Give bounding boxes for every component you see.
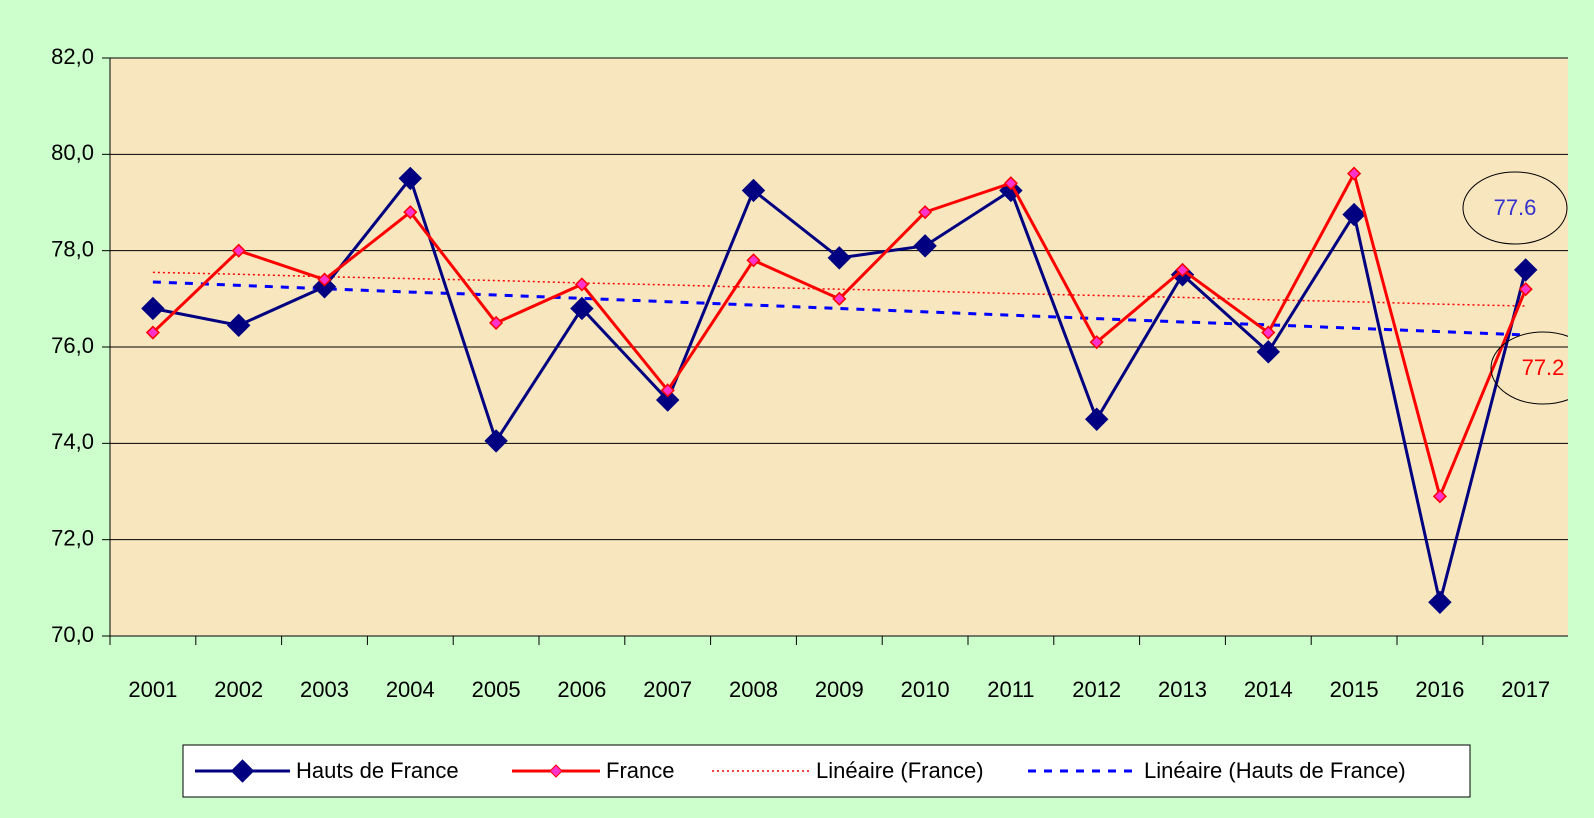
point <box>141 296 165 321</box>
x-tick-label: 2010 <box>901 677 950 702</box>
point <box>827 246 852 270</box>
legend-marker <box>230 759 255 783</box>
y-tick-label: 80,0 <box>51 140 94 165</box>
point <box>1261 325 1276 340</box>
x-tick-label: 2011 <box>987 677 1034 702</box>
x-tick-label: 2008 <box>729 677 778 702</box>
point <box>489 315 504 330</box>
point <box>317 272 332 287</box>
point <box>312 275 337 299</box>
point <box>1084 407 1109 431</box>
point <box>398 166 423 191</box>
annotation-ellipse <box>1490 331 1568 405</box>
point <box>1342 202 1366 227</box>
legend-label: Hauts de France <box>296 758 459 783</box>
legend-label: Linéaire (Hauts de France) <box>1144 758 1406 783</box>
x-tick-label: 2007 <box>643 677 692 702</box>
legend <box>182 744 1471 798</box>
legend-label: France <box>606 758 674 783</box>
legend-label: Linéaire (France) <box>816 758 984 783</box>
x-tick-label: 2012 <box>1072 677 1121 702</box>
y-tick-label: 72,0 <box>51 525 94 550</box>
x-tick-label: 2014 <box>1244 677 1293 702</box>
point <box>746 253 761 268</box>
x-tick-label: 2009 <box>815 677 864 702</box>
x-tick-label: 2004 <box>386 677 435 702</box>
x-tick-label: 2017 <box>1501 677 1550 702</box>
point <box>918 205 933 220</box>
x-tick-label: 2001 <box>128 677 177 702</box>
annotation-ellipse <box>1462 171 1568 245</box>
point <box>655 388 680 412</box>
point <box>1428 590 1452 614</box>
annotation: 77.6 <box>1494 195 1537 220</box>
y-tick-label: 76,0 <box>51 333 94 358</box>
point <box>574 277 589 292</box>
y-tick-label: 70,0 <box>51 622 94 647</box>
y-tick-label: 82,0 <box>51 44 94 69</box>
x-tick-label: 2003 <box>300 677 349 702</box>
point <box>231 243 246 258</box>
series-line <box>152 280 1526 337</box>
x-tick-label: 2015 <box>1330 677 1379 702</box>
point <box>145 325 160 340</box>
point <box>913 234 937 258</box>
x-tick-label: 2005 <box>472 677 521 702</box>
point <box>1175 262 1190 277</box>
series-line <box>152 271 1526 307</box>
chart-body: 70,0 72,0 74,0 76,0 78,0 80,0 82,0 2001 2002 2003… <box>51 44 1568 798</box>
point <box>660 383 675 398</box>
point <box>1089 335 1104 350</box>
point <box>1432 489 1447 504</box>
point <box>484 429 508 453</box>
point <box>1513 258 1538 282</box>
x-tick-label: 2016 <box>1415 677 1464 702</box>
point <box>1256 340 1281 364</box>
point <box>1518 282 1533 297</box>
point <box>741 178 766 203</box>
annotation: 77.2 <box>1522 355 1565 380</box>
y-tick-label: 78,0 <box>51 236 94 261</box>
y-tick-label: 74,0 <box>51 429 94 454</box>
point <box>403 205 418 220</box>
point <box>1003 176 1018 191</box>
point <box>1347 166 1362 181</box>
point <box>570 296 594 321</box>
point <box>226 313 251 338</box>
x-tick-label: 2006 <box>557 677 606 702</box>
x-tick-label: 2013 <box>1158 677 1207 702</box>
point <box>832 291 847 306</box>
legend-marker <box>549 764 563 778</box>
x-tick-label: 2002 <box>214 677 263 702</box>
